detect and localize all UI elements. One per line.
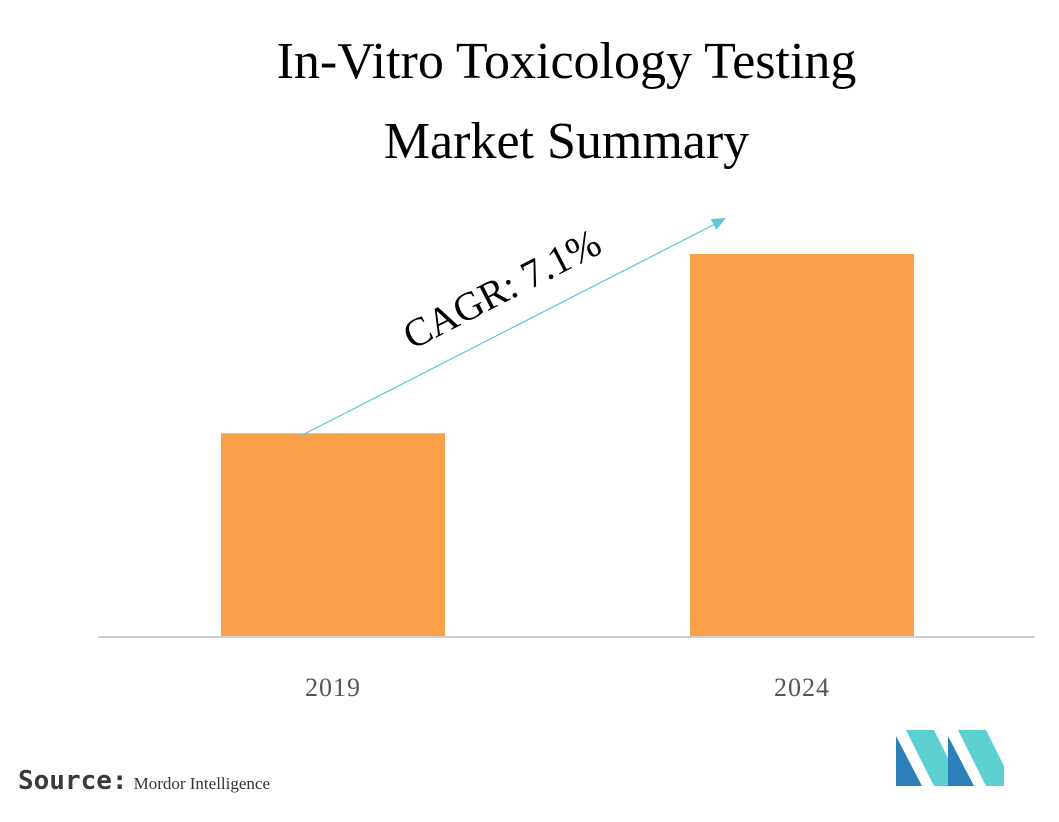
source-value: Mordor Intelligence [133,774,271,793]
cagr-arrow [299,218,726,437]
source-credit: Source: Mordor Intelligence [18,766,270,796]
bar-2019 [221,433,445,637]
bars-group [221,254,914,637]
chart-title-line-2: Market Summary [383,113,750,170]
source-label: Source: [18,766,128,796]
cagr-arrow-line [299,221,719,437]
x-tick-labels: 2019 2024 [305,673,830,702]
chart-title: In-Vitro Toxicology Testing Market Summa… [0,22,1059,182]
cagr-annotation: CAGR: 7.1% [396,220,608,358]
x-tick-label-2019: 2019 [305,673,361,702]
x-tick-label-2024: 2024 [774,673,830,702]
mordor-intelligence-logo-icon [896,730,1004,791]
bar-2024 [690,254,914,637]
chart-title-line-1: In-Vitro Toxicology Testing [276,33,857,90]
cagr-arrow-head [710,218,726,230]
